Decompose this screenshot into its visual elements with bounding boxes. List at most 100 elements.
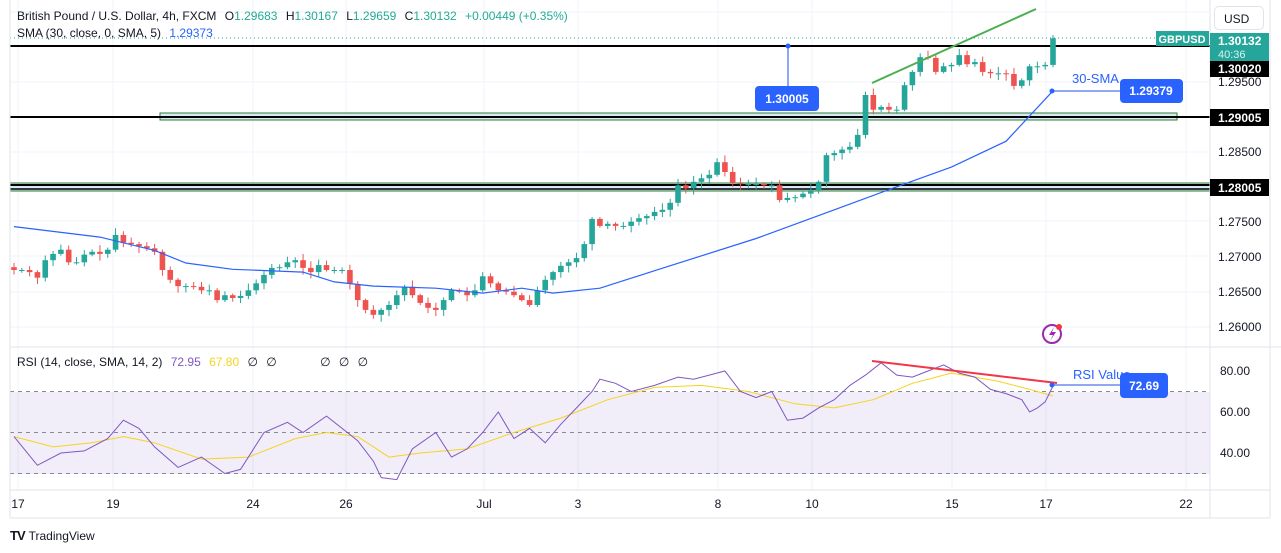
candle-up[interactable] bbox=[659, 209, 666, 212]
candle-down[interactable] bbox=[464, 291, 470, 296]
candle-up[interactable] bbox=[972, 62, 978, 65]
candle-up[interactable] bbox=[753, 183, 759, 185]
candle-up[interactable] bbox=[378, 309, 384, 315]
candle-down[interactable] bbox=[198, 286, 205, 291]
lightning-alert-icon[interactable] bbox=[1042, 324, 1062, 344]
candle-up[interactable] bbox=[573, 258, 580, 263]
candle-down[interactable] bbox=[526, 300, 533, 305]
candle-up[interactable] bbox=[651, 211, 658, 217]
candle-up[interactable] bbox=[550, 272, 556, 280]
candle-up[interactable] bbox=[940, 66, 947, 72]
candle-up[interactable] bbox=[386, 305, 392, 310]
candle-up[interactable] bbox=[261, 274, 267, 284]
candle-up[interactable] bbox=[253, 283, 259, 291]
candle-down[interactable] bbox=[433, 307, 439, 310]
candle-down[interactable] bbox=[870, 95, 877, 110]
candle-down[interactable] bbox=[300, 260, 306, 268]
candle-down[interactable] bbox=[214, 290, 220, 301]
price-axis[interactable]: 1.29500 1.28500 1.27500 1.27000 1.26500 … bbox=[1218, 75, 1262, 334]
candle-up[interactable] bbox=[315, 265, 322, 273]
candle-up[interactable] bbox=[50, 253, 56, 261]
candle-up[interactable] bbox=[581, 244, 588, 259]
candle-up[interactable] bbox=[815, 181, 822, 191]
candle-up[interactable] bbox=[245, 290, 252, 296]
candle-down[interactable] bbox=[729, 172, 736, 184]
candle-up[interactable] bbox=[839, 149, 845, 154]
candle-up[interactable] bbox=[792, 197, 799, 199]
candle-up[interactable] bbox=[183, 286, 189, 288]
candle-up[interactable] bbox=[808, 190, 814, 194]
candle-up[interactable] bbox=[800, 193, 806, 198]
candle-down[interactable] bbox=[886, 106, 892, 110]
rsi-axis[interactable]: 80.00 60.00 40.00 bbox=[1220, 364, 1250, 460]
candle-up[interactable] bbox=[604, 223, 611, 226]
candle-down[interactable] bbox=[612, 223, 619, 226]
candle-up[interactable] bbox=[1026, 66, 1033, 81]
candle-down[interactable] bbox=[190, 286, 197, 288]
candle-up[interactable] bbox=[956, 55, 963, 65]
candle-down[interactable] bbox=[34, 272, 41, 278]
candle-up[interactable] bbox=[690, 181, 697, 189]
candle-down[interactable] bbox=[362, 300, 369, 310]
candle-down[interactable] bbox=[933, 57, 939, 72]
candle-up[interactable] bbox=[893, 109, 900, 111]
candle-up[interactable] bbox=[636, 218, 642, 222]
candle-up[interactable] bbox=[643, 216, 650, 219]
candle-up[interactable] bbox=[42, 260, 49, 278]
level-callout-box[interactable] bbox=[755, 86, 819, 111]
candle-up[interactable] bbox=[706, 174, 713, 179]
candle-up[interactable] bbox=[948, 64, 955, 67]
candle-down[interactable] bbox=[425, 302, 431, 308]
candle-up[interactable] bbox=[878, 106, 884, 110]
currency-button[interactable]: USD bbox=[1214, 6, 1264, 30]
candle-up[interactable] bbox=[745, 183, 752, 185]
candle-up[interactable] bbox=[331, 270, 338, 271]
candle-down[interactable] bbox=[65, 249, 72, 263]
rsi-legend[interactable]: RSI (14, close, SMA, 14, 2) 72.95 67.80 … bbox=[17, 355, 373, 369]
candle-down[interactable] bbox=[144, 246, 150, 249]
candle-up[interactable] bbox=[1050, 38, 1056, 65]
candle-down[interactable] bbox=[347, 270, 353, 284]
rsi-sma-line[interactable] bbox=[13, 372, 1054, 460]
candle-down[interactable] bbox=[11, 267, 17, 270]
candle-down[interactable] bbox=[308, 267, 314, 273]
candle-up[interactable] bbox=[784, 197, 791, 200]
candle-up[interactable] bbox=[284, 262, 291, 268]
candle-down[interactable] bbox=[120, 235, 127, 243]
candle-up[interactable] bbox=[917, 57, 923, 72]
rsi-line[interactable] bbox=[13, 362, 1054, 481]
candle-up[interactable] bbox=[19, 270, 25, 271]
candle-up[interactable] bbox=[534, 290, 541, 305]
candle-down[interactable] bbox=[323, 265, 330, 270]
candle-down[interactable] bbox=[597, 218, 603, 226]
candle-up[interactable] bbox=[565, 262, 572, 266]
sma-legend[interactable]: SMA (30, close, 0, SMA, 5) 1.29373 bbox=[17, 26, 218, 40]
candle-up[interactable] bbox=[620, 225, 627, 227]
candle-down[interactable] bbox=[167, 270, 174, 280]
candle-up[interactable] bbox=[558, 265, 564, 273]
candle-up[interactable] bbox=[589, 218, 595, 245]
candle-up[interactable] bbox=[292, 260, 299, 263]
candle-down[interactable] bbox=[136, 244, 142, 247]
candle-up[interactable] bbox=[222, 295, 228, 301]
candle-down[interactable] bbox=[776, 185, 783, 200]
candle-down[interactable] bbox=[518, 295, 525, 301]
candle-up[interactable] bbox=[237, 295, 244, 298]
candle-up[interactable] bbox=[1034, 66, 1041, 68]
candle-up[interactable] bbox=[831, 153, 838, 156]
candle-up[interactable] bbox=[901, 85, 908, 110]
candle-up[interactable] bbox=[401, 286, 408, 296]
candle-up[interactable] bbox=[909, 71, 916, 86]
candle-down[interactable] bbox=[964, 55, 970, 65]
candle-up[interactable] bbox=[675, 185, 681, 203]
candle-down[interactable] bbox=[26, 270, 33, 273]
candle-up[interactable] bbox=[206, 290, 213, 292]
candle-up[interactable] bbox=[339, 270, 345, 271]
candle-down[interactable] bbox=[354, 284, 361, 301]
rsi-callout-box[interactable] bbox=[1120, 373, 1168, 398]
candle-down[interactable] bbox=[503, 290, 509, 292]
candle-up[interactable] bbox=[73, 262, 80, 264]
candle-up[interactable] bbox=[1042, 64, 1048, 67]
candle-up[interactable] bbox=[393, 295, 400, 305]
sma-callout-box[interactable] bbox=[1120, 79, 1183, 103]
